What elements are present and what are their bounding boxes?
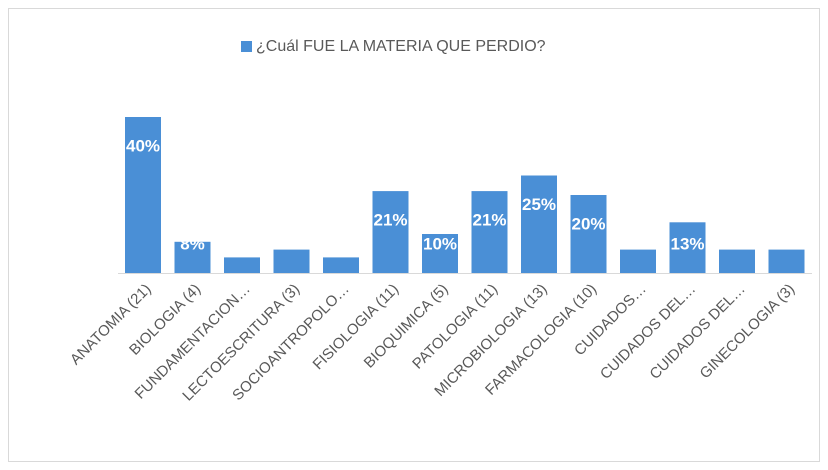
bar <box>125 117 161 273</box>
bar <box>570 195 607 273</box>
data-label: 6% <box>774 234 799 253</box>
bar <box>719 249 755 273</box>
data-label: 21% <box>472 211 506 230</box>
legend-swatch <box>241 41 252 52</box>
bar <box>372 191 409 273</box>
bar <box>224 257 260 273</box>
bar <box>174 241 211 273</box>
data-label: 13% <box>670 234 704 253</box>
data-label: 4% <box>230 234 255 253</box>
data-label: 6% <box>725 234 750 253</box>
data-label: 6% <box>626 234 651 253</box>
data-label: 8% <box>180 234 205 253</box>
bar <box>273 249 310 273</box>
data-label: 40% <box>126 136 160 155</box>
data-label: 25% <box>522 195 556 214</box>
bar <box>521 175 557 273</box>
data-label: 10% <box>423 234 457 253</box>
bar <box>620 249 656 273</box>
bar <box>323 257 359 273</box>
legend-label: ¿Cuál FUE LA MATERIA QUE PERDIO? <box>256 38 546 55</box>
data-label: 21% <box>373 211 407 230</box>
bar <box>768 249 805 273</box>
bar <box>422 234 458 273</box>
data-label: 20% <box>571 214 605 233</box>
data-label: 6% <box>279 234 304 253</box>
data-label: 4% <box>329 234 354 253</box>
bar <box>669 222 706 273</box>
bar <box>471 191 508 273</box>
